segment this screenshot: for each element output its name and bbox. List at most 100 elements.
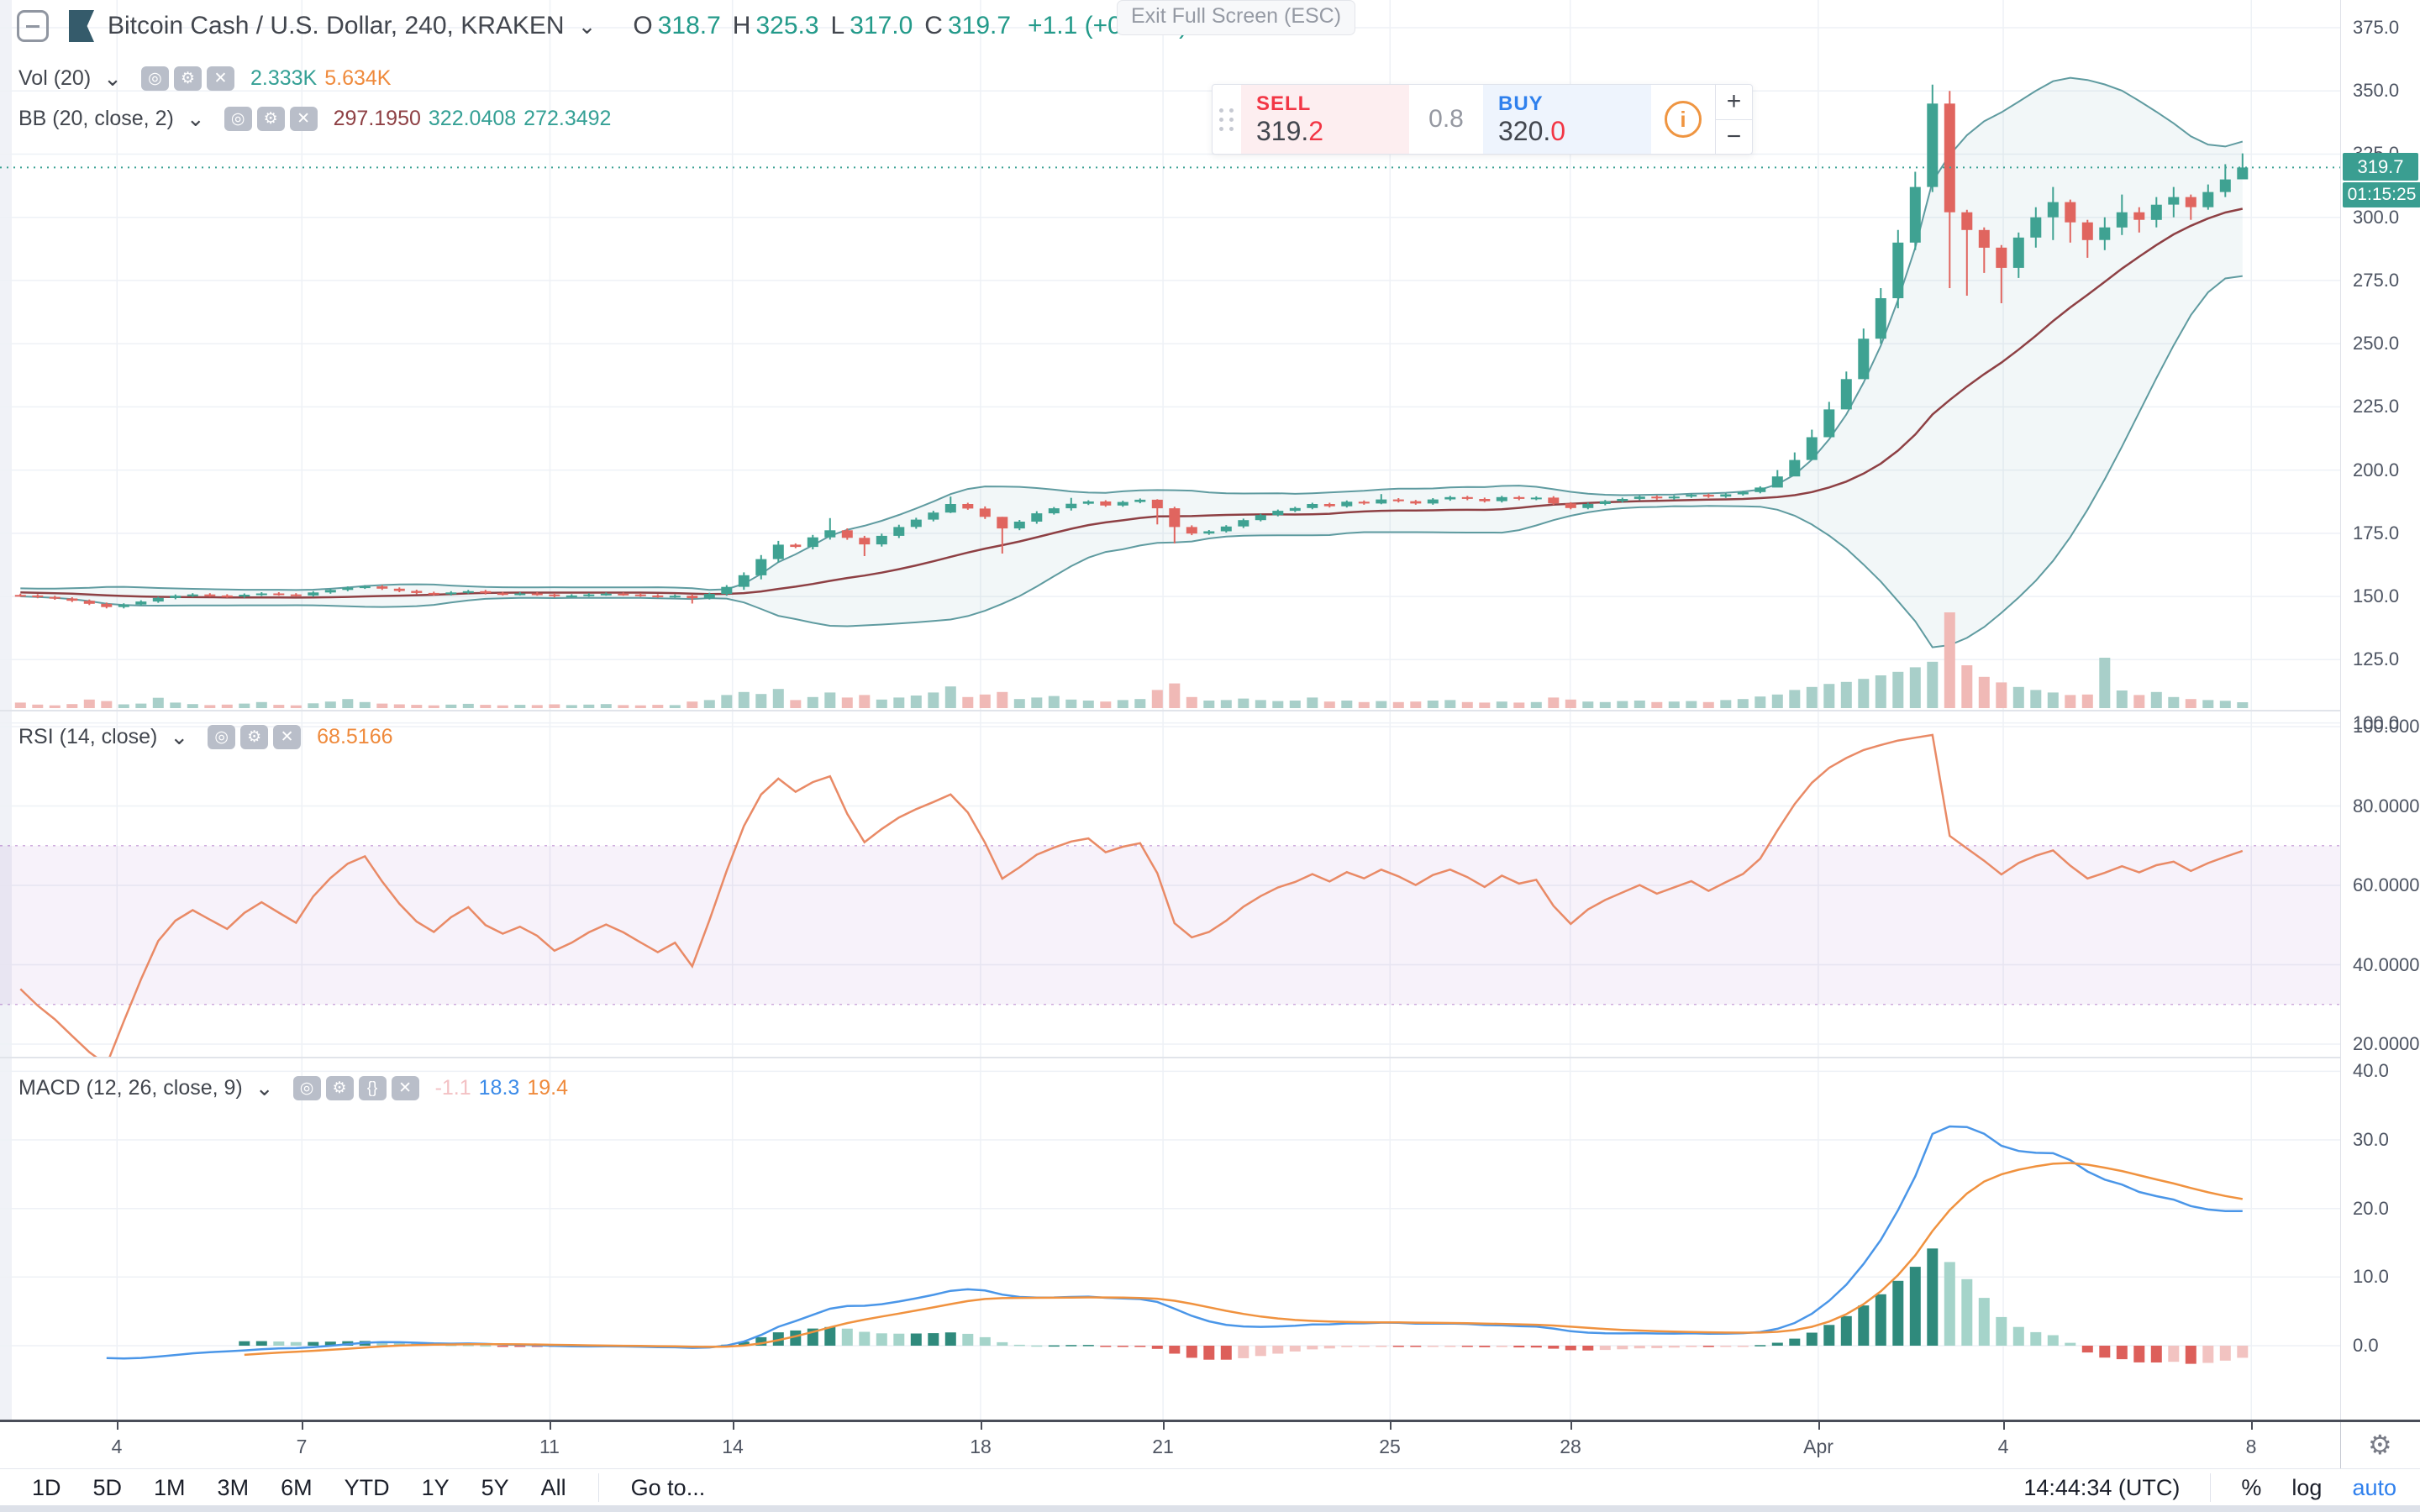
macd-indicator-row: MACD (12, 26, close, 9) ⌄ ◎ ⚙{} ✕ -1.1 18.…	[18, 1075, 568, 1101]
volume-bars	[14, 612, 2249, 708]
visibility-icon[interactable]: ◎	[140, 66, 169, 91]
bb-basis-value: 297.1950	[333, 107, 421, 130]
macd-signal-value: 19.4	[527, 1076, 568, 1100]
log-scale-button[interactable]: log	[2291, 1474, 2323, 1500]
bb-lower-value: 272.3492	[523, 107, 612, 130]
price-axis[interactable]: 375.0350.0325.0300.0275.0250.0225.0200.0…	[2340, 0, 2420, 1420]
chevron-down-icon[interactable]: ⌄	[103, 66, 122, 91]
chevron-down-icon[interactable]: ⌄	[255, 1075, 274, 1100]
chart-canvas[interactable]	[0, 0, 2340, 1420]
macd-tick-label: 10.0	[2353, 1266, 2389, 1287]
time-tick-label: 25	[1379, 1436, 1401, 1457]
high-value: 325.3	[755, 12, 819, 39]
bb-fill	[20, 77, 2243, 648]
time-tick-mark	[1163, 1422, 1165, 1430]
time-tick-mark	[1570, 1422, 1572, 1430]
macd-line-value: 18.3	[478, 1076, 520, 1100]
macd-tick-label: 0.0	[2353, 1335, 2379, 1356]
chevron-down-icon[interactable]: ⌄	[170, 724, 189, 749]
exchange-logo-icon	[69, 10, 94, 42]
bb-indicator-label[interactable]: BB (20, close, 2)	[18, 107, 174, 130]
visibility-icon[interactable]: ◎	[292, 1076, 321, 1100]
bb-indicator-row: BB (20, close, 2) ⌄ ◎ ⚙ ✕ 297.1950 322.040…	[18, 106, 611, 132]
time-axis[interactable]: 4 7 11 14 18 21 25 28 Apr 4 8 ⚙	[0, 1420, 2420, 1471]
rsi-tick-label: 100.0000	[2353, 716, 2420, 737]
close-label: C	[924, 12, 943, 39]
range-3M-button[interactable]: 3M	[217, 1474, 250, 1500]
rsi-indicator-row: RSI (14, close) ⌄ ◎ ⚙ ✕ 68.5166	[18, 724, 393, 750]
remove-icon[interactable]: ✕	[273, 725, 302, 749]
low-label: L	[830, 12, 845, 39]
time-tick-mark	[1818, 1422, 1820, 1430]
open-value: 318.7	[657, 12, 721, 39]
time-tick-label: 11	[539, 1436, 560, 1457]
settings-icon[interactable]: ⚙	[256, 107, 285, 131]
collapse-pane-button[interactable]	[17, 10, 49, 42]
time-tick-label: 8	[2245, 1436, 2257, 1457]
range-1D-button[interactable]: 1D	[32, 1474, 61, 1500]
range-1M-button[interactable]: 1M	[154, 1474, 186, 1500]
toolbar-divider	[2210, 1473, 2212, 1502]
price-tick-label: 275.0	[2353, 270, 2400, 291]
volume-current-value: 2.333K	[250, 66, 318, 90]
time-tick-mark	[2003, 1422, 2005, 1430]
order-info-button[interactable]: i	[1651, 85, 1715, 154]
percent-scale-button[interactable]: %	[2241, 1474, 2262, 1500]
settings-icon[interactable]: ⚙	[240, 725, 269, 749]
time-tick-mark	[2251, 1422, 2253, 1430]
macd-tick-label: 40.0	[2353, 1060, 2389, 1081]
price-tick-label: 150.0	[2353, 585, 2400, 606]
macd-tick-label: 30.0	[2353, 1129, 2389, 1150]
volume-indicator-row: Vol (20) ⌄ ◎ ⚙ ✕ 2.333K 5.634K	[18, 66, 391, 92]
range-1Y-button[interactable]: 1Y	[421, 1474, 450, 1500]
last-price-badge: 319.7	[2343, 153, 2418, 181]
quantity-increase-button[interactable]: +	[1726, 87, 1742, 116]
sell-price: 319.2	[1256, 115, 1324, 146]
macd-line	[106, 1125, 2243, 1360]
macd-indicator-label[interactable]: MACD (12, 26, close, 9)	[18, 1076, 243, 1100]
settings-icon[interactable]: ⚙	[173, 66, 202, 91]
auto-scale-button[interactable]: auto	[2352, 1474, 2396, 1500]
candles	[14, 84, 2249, 609]
clock[interactable]: 14:44:34 (UTC)	[2023, 1474, 2181, 1500]
buy-button[interactable]: BUY 320.0	[1483, 85, 1651, 154]
macd-hist-value: -1.1	[434, 1076, 471, 1100]
quantity-decrease-button[interactable]: −	[1716, 118, 1752, 155]
visibility-icon[interactable]: ◎	[208, 725, 236, 749]
volume-indicator-label[interactable]: Vol (20)	[18, 66, 92, 90]
range-YTD-button[interactable]: YTD	[344, 1474, 390, 1500]
widget-drag-handle-icon[interactable]	[1213, 85, 1241, 154]
bb-lower-line	[20, 275, 2243, 648]
time-tick-mark	[550, 1422, 551, 1430]
sell-button[interactable]: SELL 319.2	[1241, 85, 1409, 154]
rsi-indicator-label[interactable]: RSI (14, close)	[18, 725, 158, 748]
sell-label: SELL	[1256, 92, 1312, 115]
symbol-header: Bitcoin Cash / U.S. Dollar, 240, KRAKEN …	[17, 10, 1187, 42]
chevron-down-icon[interactable]: ⌄	[186, 106, 205, 131]
price-tick-label: 350.0	[2353, 80, 2400, 101]
time-tick-label: 18	[970, 1436, 992, 1457]
chevron-down-icon[interactable]: ⌄	[577, 13, 597, 39]
range-5Y-button[interactable]: 5Y	[481, 1474, 509, 1500]
goto-button[interactable]: Go to...	[630, 1474, 706, 1500]
remove-icon[interactable]: ✕	[206, 66, 234, 91]
ohlc-values: O 318.7 H 325.3 L 317.0 C 319.7 +1.1 (+0…	[633, 12, 1187, 40]
braces-icon[interactable]: {}	[358, 1076, 387, 1100]
axis-settings-gear-icon[interactable]: ⚙	[2368, 1430, 2392, 1460]
settings-icon[interactable]: ⚙	[325, 1076, 354, 1100]
volume-ma-value: 5.634K	[324, 66, 392, 90]
remove-icon[interactable]: ✕	[391, 1076, 419, 1100]
buy-label: BUY	[1498, 92, 1544, 115]
time-tick-mark	[981, 1422, 982, 1430]
range-All-button[interactable]: All	[540, 1474, 566, 1500]
symbol-title[interactable]: Bitcoin Cash / U.S. Dollar, 240, KRAKEN	[108, 12, 565, 39]
bottom-toolbar: 1D 5D 1M 3M 6M YTD 1Y 5Y All Go to... 14:44:34 (…	[0, 1468, 2420, 1505]
remove-icon[interactable]: ✕	[289, 107, 318, 131]
visibility-icon[interactable]: ◎	[224, 107, 252, 131]
time-tick-label: 4	[111, 1436, 123, 1457]
range-5D-button[interactable]: 5D	[92, 1474, 123, 1500]
rsi-line	[19, 733, 2244, 1057]
range-6M-button[interactable]: 6M	[281, 1474, 313, 1500]
bar-countdown-badge: 01:15:25	[2343, 182, 2420, 207]
